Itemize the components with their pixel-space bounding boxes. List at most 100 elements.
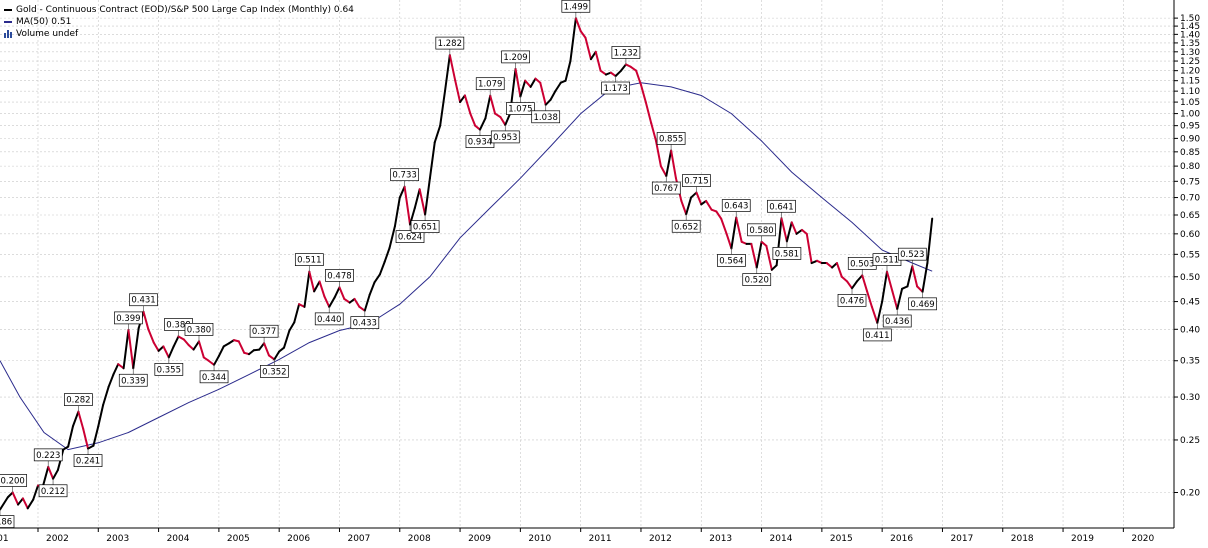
price-segment bbox=[584, 36, 592, 61]
price-segment bbox=[916, 285, 924, 293]
callout-label: 0.581 bbox=[775, 249, 799, 259]
price-segment bbox=[373, 273, 381, 284]
value-callout: 0.651 bbox=[410, 214, 440, 233]
y-tick-label: 0.90 bbox=[1180, 134, 1200, 144]
price-segment bbox=[348, 297, 356, 304]
callout-box bbox=[742, 273, 772, 286]
value-callout: 0.503 bbox=[847, 257, 877, 276]
price-segment bbox=[639, 83, 647, 104]
y-tick-label: 1.25 bbox=[1180, 57, 1200, 67]
callout-box bbox=[38, 484, 68, 498]
callout-box bbox=[64, 393, 93, 406]
callout-label: 0.624 bbox=[398, 233, 422, 243]
price-segment bbox=[333, 286, 341, 299]
legend-swatch-ma bbox=[4, 21, 12, 23]
legend-item-ma: MA(50) 0.51 bbox=[4, 16, 354, 28]
x-tick-label: 2009 bbox=[468, 534, 491, 544]
value-callout: 0.733 bbox=[390, 168, 419, 187]
value-callout: 0.624 bbox=[395, 224, 425, 243]
y-tick-label: 0.75 bbox=[1180, 177, 1200, 187]
price-segment bbox=[112, 363, 120, 376]
price-segment bbox=[705, 199, 713, 211]
price-segment bbox=[177, 335, 185, 341]
price-segment bbox=[846, 280, 854, 290]
price-segment bbox=[303, 270, 311, 308]
callout-label: 0.651 bbox=[413, 223, 437, 233]
callout-box bbox=[651, 181, 681, 195]
price-segment bbox=[107, 373, 115, 389]
value-callout: 0.476 bbox=[837, 288, 867, 307]
price-segment bbox=[463, 94, 472, 115]
callout-box bbox=[837, 293, 867, 307]
callout-label: 1.079 bbox=[478, 80, 502, 90]
callout-box bbox=[129, 293, 158, 307]
price-segment bbox=[831, 262, 838, 269]
value-callout: 0.440 bbox=[314, 306, 344, 326]
value-callout: 1.232 bbox=[611, 46, 641, 65]
price-segment bbox=[323, 295, 331, 308]
x-tick-label: 2012 bbox=[649, 534, 672, 544]
callout-label: 0.339 bbox=[121, 376, 145, 386]
price-segment bbox=[182, 338, 190, 347]
price-segment bbox=[579, 30, 587, 39]
price-segment bbox=[524, 79, 532, 88]
price-segment bbox=[534, 77, 542, 84]
price-segment bbox=[308, 270, 316, 293]
callout-label: 0.476 bbox=[840, 296, 864, 306]
price-segment bbox=[730, 216, 738, 250]
price-segment bbox=[448, 54, 457, 82]
callout-label: 0.523 bbox=[900, 250, 924, 260]
value-callout: 1.079 bbox=[475, 77, 505, 96]
price-segment bbox=[127, 328, 135, 370]
price-segment bbox=[800, 228, 808, 235]
price-segment bbox=[494, 112, 502, 119]
price-segment bbox=[368, 281, 376, 296]
x-tick-label: 2002 bbox=[46, 534, 69, 544]
price-segment bbox=[539, 81, 547, 106]
callout-box bbox=[601, 81, 630, 95]
value-callout: 1.282 bbox=[435, 36, 465, 56]
value-callout: 0.241 bbox=[73, 448, 103, 467]
legend-swatch-main bbox=[4, 9, 12, 11]
price-segment bbox=[885, 270, 894, 293]
price-segment bbox=[840, 275, 849, 283]
value-callout: 0.282 bbox=[64, 393, 93, 412]
callout-label: 0.355 bbox=[157, 365, 181, 375]
price-segment bbox=[222, 342, 231, 348]
callout-box bbox=[260, 365, 289, 378]
callout-box bbox=[882, 314, 912, 328]
price-segment bbox=[293, 303, 301, 324]
callout-label: 1.499 bbox=[564, 2, 588, 12]
price-segment bbox=[418, 188, 427, 216]
x-tick-label: 2001 bbox=[0, 534, 9, 544]
price-segment bbox=[891, 290, 899, 311]
callout-box bbox=[717, 254, 746, 267]
price-segment bbox=[21, 497, 29, 510]
callout-box bbox=[897, 247, 927, 261]
y-tick-label: 0.25 bbox=[1180, 436, 1200, 446]
callout-box bbox=[908, 297, 937, 311]
callout-label: 0.767 bbox=[654, 184, 678, 194]
callout-label: 0.733 bbox=[392, 171, 416, 181]
callout-label: 0.953 bbox=[493, 133, 517, 143]
value-callout: 0.511 bbox=[294, 253, 324, 272]
callout-label: 0.715 bbox=[684, 177, 708, 187]
price-segment bbox=[896, 287, 904, 311]
price-segment bbox=[750, 242, 758, 269]
value-callout: 0.212 bbox=[38, 478, 68, 498]
callout-box bbox=[671, 219, 701, 233]
x-tick-label: 2005 bbox=[227, 534, 250, 544]
y-tick-label: 0.65 bbox=[1180, 211, 1200, 221]
callout-box bbox=[531, 110, 561, 124]
callout-label: 0.399 bbox=[116, 314, 140, 324]
price-segment bbox=[41, 465, 50, 488]
callout-box bbox=[435, 36, 465, 50]
price-segment bbox=[760, 240, 768, 247]
callout-label: 0.344 bbox=[202, 373, 226, 383]
price-segment bbox=[484, 94, 492, 120]
price-segment bbox=[665, 149, 673, 178]
price-segment bbox=[283, 329, 291, 349]
price-segment bbox=[599, 69, 607, 76]
price-segment bbox=[554, 81, 562, 93]
